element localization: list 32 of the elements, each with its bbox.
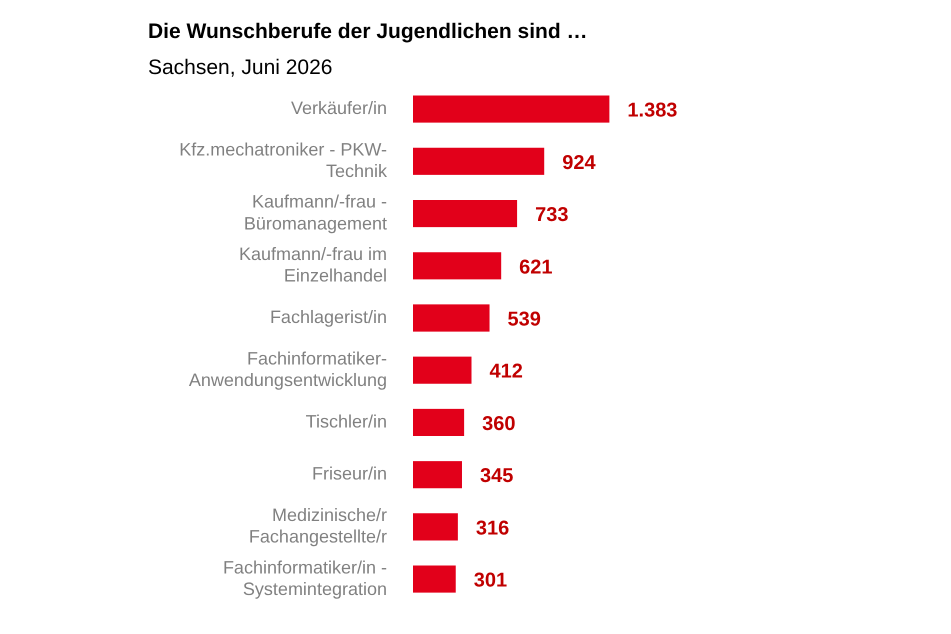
data-label: 733 <box>535 204 568 226</box>
data-label: 345 <box>480 465 514 488</box>
y-tick-label: Kfz.mechatroniker - PKW- Technik <box>179 140 388 182</box>
y-tick-label: Kaufmann/-frau im Einzelhandel <box>238 244 387 286</box>
text: Sachsen, Juni 2026 <box>148 56 332 80</box>
y-tick-label: Verkäufer/in <box>290 98 387 118</box>
bar <box>413 408 464 436</box>
bar <box>413 200 518 228</box>
chart-title: Die Wunschberufe der Jugendlichen sind … <box>148 20 588 44</box>
bar <box>413 304 490 332</box>
y-tick-label: Fachinformatiker- Anwendungsentwicklung <box>188 348 387 390</box>
data-label: 301 <box>474 570 508 592</box>
bar <box>413 96 610 123</box>
bar <box>413 566 456 593</box>
bar <box>413 252 502 280</box>
bar <box>413 513 458 540</box>
y-tick-label: Tischler/in <box>306 411 387 432</box>
data-label: 621 <box>519 256 553 278</box>
data-label: 316 <box>476 517 510 540</box>
bar <box>413 461 462 488</box>
y-tick-label: Friseur/in <box>312 464 387 484</box>
data-label: 924 <box>562 152 596 174</box>
data-label: 360 <box>482 412 516 435</box>
y-tick-label: Medizinische/r Fachangestellte/r <box>248 505 388 547</box>
data-label: 539 <box>508 308 541 331</box>
bar <box>413 356 472 384</box>
data-label: 412 <box>490 360 523 383</box>
y-tick-label: Fachlagerist/in <box>270 306 387 327</box>
y-tick-label: Kaufmann/-frau - Büromanagement <box>244 192 388 234</box>
data-label: 1.383 <box>627 100 678 122</box>
y-tick-label: Fachinformatiker/in - Systemintegration <box>222 557 387 599</box>
bar <box>413 148 544 175</box>
